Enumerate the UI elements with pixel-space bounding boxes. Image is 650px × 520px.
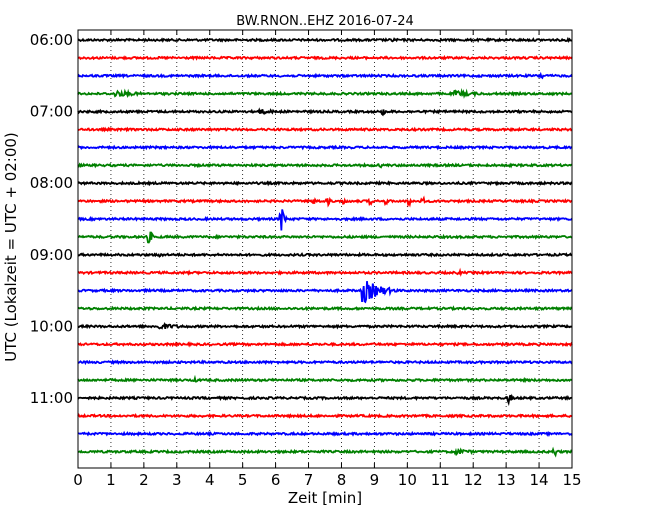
x-tick-label: 12 <box>464 471 483 489</box>
x-tick-label: 10 <box>398 471 417 489</box>
trace-0945 <box>77 305 573 312</box>
seismogram-traces <box>77 36 573 458</box>
trace-1015 <box>77 341 573 348</box>
x-tick-label: 4 <box>205 471 215 489</box>
x-tick-label: 9 <box>370 471 380 489</box>
trace-1145 <box>77 446 573 458</box>
x-tick-label: 15 <box>562 471 581 489</box>
trace-0800 <box>77 180 573 187</box>
trace-0730 <box>77 144 573 151</box>
chart-title: BW.RNON..EHZ 2016-07-24 <box>236 14 414 29</box>
trace-1000 <box>77 321 573 330</box>
trace-1045 <box>77 374 573 384</box>
y-tick-label: 10:00 <box>30 317 73 335</box>
y-axis-label: UTC (Lokalzeit = UTC + 02:00) <box>2 132 20 362</box>
trace-0630 <box>77 71 573 80</box>
trace-0600 <box>77 36 573 44</box>
x-tick-label: 14 <box>530 471 549 489</box>
x-tick-label: 11 <box>431 471 450 489</box>
x-tick-label: 1 <box>106 471 116 489</box>
x-tick-label: 5 <box>238 471 248 489</box>
y-tick-label: 08:00 <box>30 174 73 192</box>
y-tick-label: 09:00 <box>30 246 73 264</box>
trace-0745 <box>77 162 573 169</box>
trace-0900 <box>77 251 573 258</box>
x-axis-ticks: 0 1 2 3 4 5 6 7 8 9 10 11 12 13 14 15 <box>73 30 582 489</box>
x-tick-label: 3 <box>172 471 182 489</box>
trace-0930 <box>77 281 573 304</box>
trace-0615 <box>77 54 573 61</box>
x-tick-label: 6 <box>271 471 281 489</box>
trace-0715 <box>77 126 573 133</box>
y-axis-ticks: 06:00 07:00 08:00 09:00 10:00 11:00 <box>30 31 572 407</box>
trace-0700 <box>77 107 573 117</box>
y-tick-label: 06:00 <box>30 31 73 49</box>
y-tick-label: 07:00 <box>30 103 73 121</box>
trace-1115 <box>77 412 573 419</box>
trace-0815 <box>77 195 573 208</box>
x-tick-label: 7 <box>304 471 314 489</box>
y-tick-label: 11:00 <box>30 389 73 407</box>
trace-1100 <box>77 393 573 407</box>
plot-frame <box>77 29 573 469</box>
trace-0830 <box>77 209 573 231</box>
trace-1130 <box>77 430 573 438</box>
x-axis-label: Zeit [min] <box>288 489 362 507</box>
trace-1030 <box>77 359 573 366</box>
x-tick-label: 8 <box>337 471 347 489</box>
trace-0645 <box>77 87 573 99</box>
x-tick-label: 13 <box>497 471 516 489</box>
x-tick-label: 0 <box>73 471 83 489</box>
trace-0845 <box>77 231 573 244</box>
trace-0915 <box>77 267 573 277</box>
x-tick-label: 2 <box>139 471 149 489</box>
